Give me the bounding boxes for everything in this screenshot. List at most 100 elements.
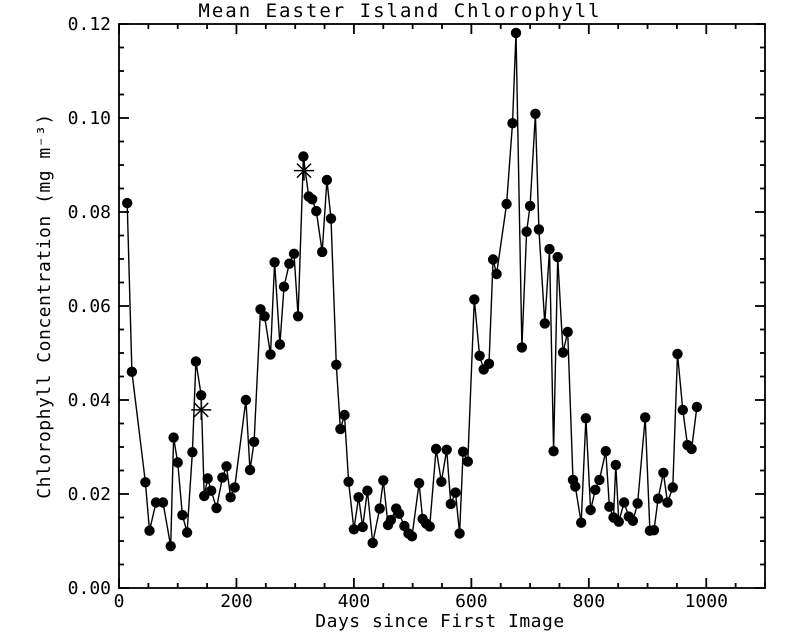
data-point <box>652 493 664 504</box>
data-point <box>686 443 697 455</box>
data-point <box>177 509 188 521</box>
data-point <box>196 390 207 401</box>
data-point <box>539 318 550 329</box>
data-point <box>288 248 300 259</box>
data-point <box>662 497 673 508</box>
data-point <box>658 467 669 478</box>
data-point <box>667 482 678 493</box>
data-point <box>469 294 480 305</box>
data-point <box>445 498 456 510</box>
data-point <box>211 502 222 514</box>
data-point <box>507 118 518 129</box>
x-tick-label: 400 <box>338 591 371 612</box>
y-tick-label: 0.08 <box>68 202 111 223</box>
data-point <box>530 108 541 120</box>
data-point <box>570 481 581 492</box>
data-point <box>385 514 397 526</box>
data-point <box>321 174 333 186</box>
x-axis-label: Days since First Image <box>315 611 564 632</box>
data-point <box>436 476 447 487</box>
data-point <box>450 487 461 498</box>
data-point <box>378 475 389 486</box>
data-point <box>240 394 252 406</box>
data-point <box>406 531 418 542</box>
data-point <box>521 226 532 237</box>
data-point <box>144 525 155 536</box>
data-point <box>672 348 683 360</box>
data-point <box>325 213 337 224</box>
data-line <box>126 32 698 547</box>
data-point <box>562 326 573 338</box>
data-point <box>298 151 309 162</box>
data-point <box>393 508 405 519</box>
data-point <box>585 504 596 516</box>
data-point <box>278 281 290 292</box>
y-tick-label: 0.04 <box>68 390 111 411</box>
data-point <box>610 459 621 471</box>
data-point <box>225 492 236 503</box>
data-point <box>510 27 522 39</box>
chart-title: Mean Easter Island Chlorophyll <box>198 0 601 22</box>
y-tick-label: 0.12 <box>68 14 111 35</box>
data-point <box>248 436 260 447</box>
data-point <box>367 537 378 549</box>
data-point <box>613 516 624 527</box>
data-point <box>172 457 183 468</box>
data-point <box>590 484 601 495</box>
data-point <box>600 446 611 457</box>
x-tick-label: 200 <box>220 591 253 612</box>
data-point <box>190 356 202 367</box>
data-point <box>557 347 569 358</box>
data-point <box>343 476 354 487</box>
data-point <box>362 485 373 496</box>
data-point <box>640 412 651 423</box>
data-point <box>202 473 213 484</box>
data-point <box>576 517 587 528</box>
data-point <box>348 524 360 535</box>
data-point <box>140 477 151 488</box>
data-point <box>648 525 660 536</box>
data-point <box>618 497 630 508</box>
data-point <box>122 197 133 209</box>
data-point <box>374 503 385 514</box>
data-point <box>604 501 615 512</box>
data-point <box>317 246 328 258</box>
y-tick-label: 0.06 <box>68 296 111 317</box>
data-point <box>441 444 452 455</box>
data-point <box>580 413 592 424</box>
data-point <box>594 474 605 486</box>
data-point <box>632 498 643 509</box>
data-point <box>462 456 473 467</box>
y-tick-label: 0.00 <box>68 578 111 599</box>
data-point <box>491 268 502 280</box>
data-point <box>424 521 435 532</box>
data-point <box>229 482 240 493</box>
data-point <box>244 464 256 476</box>
data-point <box>274 339 286 350</box>
data-point <box>430 443 442 455</box>
data-point <box>157 497 169 508</box>
data-point <box>544 243 555 255</box>
data-point <box>457 446 469 457</box>
data-point <box>221 461 232 472</box>
data-point <box>217 472 228 483</box>
data-point <box>483 358 495 369</box>
data-point <box>501 198 512 210</box>
data-point <box>677 404 688 416</box>
data-point <box>311 205 322 217</box>
data-point <box>307 194 318 205</box>
x-tick-label: 1000 <box>685 591 728 612</box>
data-point <box>168 432 179 443</box>
data-point <box>339 409 350 421</box>
data-point <box>259 311 270 322</box>
data-point <box>331 359 342 370</box>
data-point <box>269 257 280 268</box>
data-point <box>474 350 485 361</box>
data-point <box>691 401 703 413</box>
data-point <box>265 349 276 360</box>
data-point <box>454 528 465 539</box>
data-point <box>206 485 217 496</box>
asterisk-marker <box>296 163 312 179</box>
